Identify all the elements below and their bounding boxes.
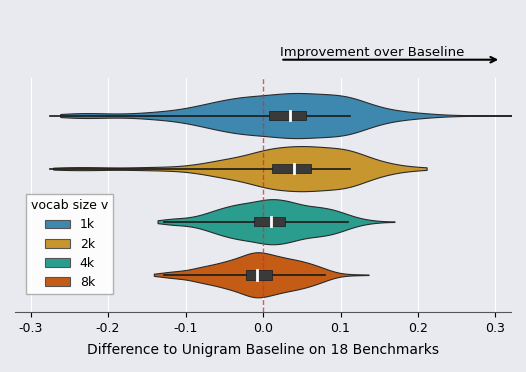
Bar	[269, 111, 306, 120]
X-axis label: Difference to Unigram Baseline on 18 Benchmarks: Difference to Unigram Baseline on 18 Ben…	[87, 343, 439, 357]
Bar	[246, 270, 272, 280]
Bar	[272, 164, 311, 173]
Bar	[254, 217, 285, 227]
Legend: 1k, 2k, 4k, 8k: 1k, 2k, 4k, 8k	[26, 194, 114, 294]
Text: Improvement over Baseline: Improvement over Baseline	[280, 45, 465, 58]
